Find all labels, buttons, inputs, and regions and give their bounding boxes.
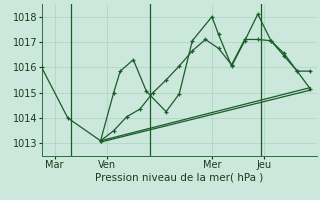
X-axis label: Pression niveau de la mer( hPa ): Pression niveau de la mer( hPa ): [95, 173, 263, 183]
